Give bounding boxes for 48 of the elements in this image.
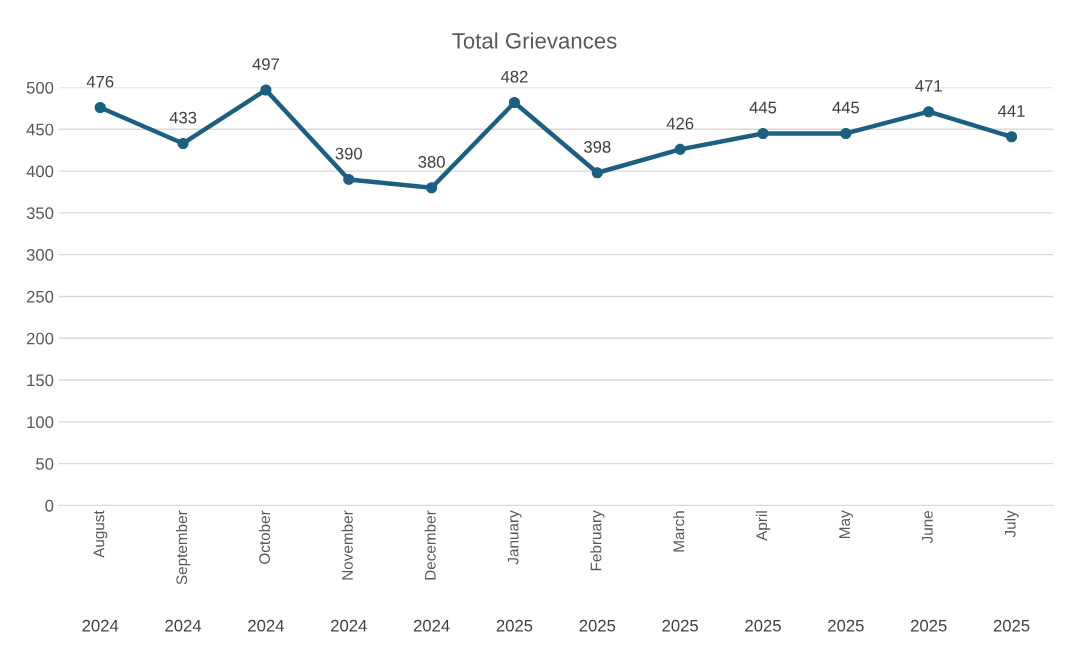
- category-label: January 2025: [496, 510, 533, 632]
- point: [757, 127, 769, 140]
- y-tick-label: 150: [27, 374, 54, 387]
- data-label: 471: [915, 80, 942, 92]
- category-label: May 2025: [828, 510, 864, 632]
- point: [94, 101, 106, 114]
- point: [508, 96, 521, 109]
- data-label: 380: [418, 156, 445, 168]
- point: [923, 106, 935, 118]
- point: [177, 137, 189, 150]
- y-tick-label: 500: [26, 81, 54, 94]
- y-tick-label: 0: [45, 499, 54, 512]
- point: [343, 173, 355, 185]
- y-tick-label: 300: [26, 249, 54, 261]
- data-label: 476: [86, 75, 114, 88]
- category-label: February 2025: [579, 510, 616, 632]
- point: [260, 84, 272, 96]
- category-label: December 2024: [413, 510, 450, 632]
- category-label: April 2025: [745, 511, 781, 632]
- data-label: 398: [584, 140, 611, 153]
- point: [840, 127, 852, 140]
- y-tick-label: 200: [26, 332, 54, 345]
- y-tick-label: 50: [36, 458, 54, 470]
- data-label: 441: [998, 105, 1025, 117]
- y-tick-label: 250: [26, 290, 54, 303]
- data-label: 497: [252, 58, 279, 71]
- y-tick-label: 450: [26, 123, 54, 136]
- point: [674, 143, 686, 155]
- category-label: July 2025: [993, 510, 1030, 632]
- category-label: March 2025: [662, 511, 698, 632]
- point: [1005, 131, 1018, 143]
- data-label: 482: [500, 70, 528, 83]
- data-label: 433: [169, 111, 197, 124]
- data-label: 445: [832, 101, 860, 114]
- point: [426, 182, 438, 194]
- y-tick-label: 400: [26, 165, 54, 178]
- category-label: November 2024: [331, 510, 367, 632]
- data-label: 445: [749, 101, 777, 114]
- category-label: June 2025: [911, 510, 947, 632]
- data-label: 426: [666, 117, 694, 130]
- chart-title: Total Grievances: [452, 32, 617, 49]
- category-label: October 2024: [248, 510, 284, 632]
- y-tick-label: 100: [27, 416, 54, 429]
- data-label: 390: [335, 147, 363, 160]
- category-label: September 2024: [165, 510, 202, 632]
- point: [591, 167, 603, 179]
- category-label: August 2024: [82, 510, 119, 632]
- y-tick-label: 350: [26, 207, 54, 220]
